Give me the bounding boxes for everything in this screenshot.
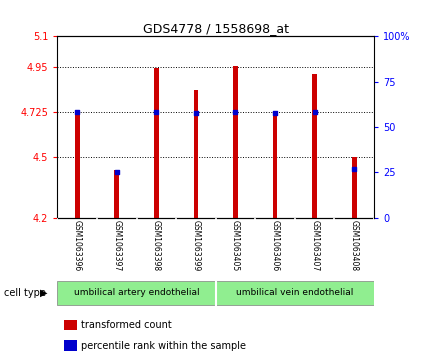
Title: GDS4778 / 1558698_at: GDS4778 / 1558698_at [143,22,289,35]
Text: GSM1063408: GSM1063408 [350,220,359,271]
Bar [273,112,278,218]
Point [232,109,239,114]
Point [311,109,318,114]
Text: GSM1063398: GSM1063398 [152,220,161,271]
Text: GSM1063406: GSM1063406 [271,220,280,271]
Text: percentile rank within the sample: percentile rank within the sample [81,341,246,351]
Bar [75,112,79,218]
Point [193,110,199,116]
Point [153,109,160,114]
Bar [64,340,77,351]
Text: GSM1063397: GSM1063397 [112,220,121,271]
Text: umbilical artery endothelial: umbilical artery endothelial [74,288,199,297]
Text: GSM1063396: GSM1063396 [73,220,82,271]
Bar [154,68,159,218]
Text: ▶: ▶ [40,287,48,298]
Text: transformed count: transformed count [81,320,172,330]
Bar [64,320,77,330]
Text: cell type: cell type [4,287,46,298]
Point [74,109,81,114]
Text: GSM1063405: GSM1063405 [231,220,240,271]
Text: umbilical vein endothelial: umbilical vein endothelial [236,288,354,297]
Bar [114,170,119,218]
Bar [215,281,374,305]
Point [272,110,278,116]
Bar [352,157,357,218]
Bar [193,90,198,218]
Text: GSM1063407: GSM1063407 [310,220,319,271]
Bar [312,74,317,218]
Text: GSM1063399: GSM1063399 [191,220,201,271]
Point [351,166,357,172]
Bar [233,66,238,218]
Point [113,168,120,174]
Bar [57,281,215,305]
